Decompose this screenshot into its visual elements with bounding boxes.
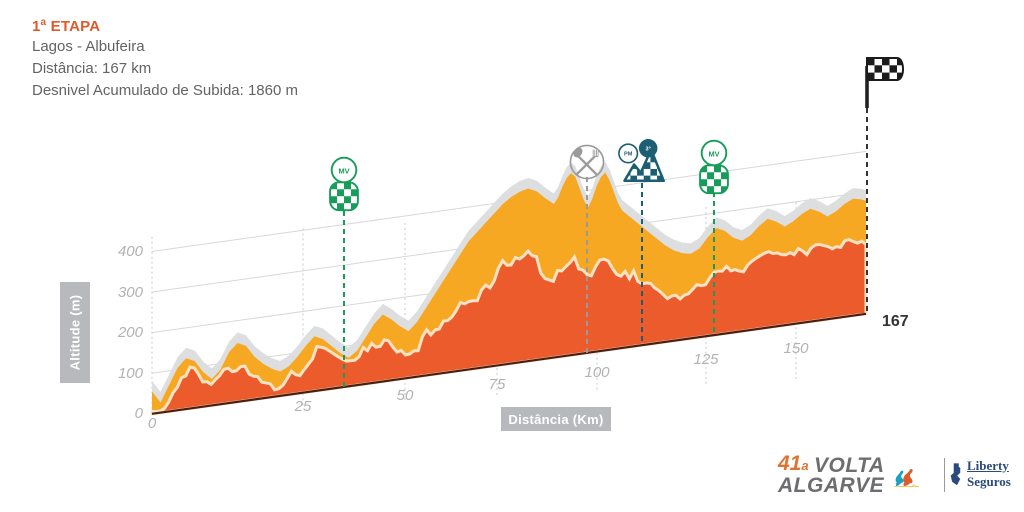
svg-text:100: 100	[584, 364, 610, 381]
svg-text:PM: PM	[624, 152, 633, 158]
svg-text:50: 50	[397, 387, 414, 404]
svg-text:200: 200	[117, 324, 144, 341]
svg-text:150: 150	[783, 340, 809, 357]
svg-text:100: 100	[118, 365, 144, 382]
svg-text:0: 0	[148, 415, 157, 432]
svg-text:0: 0	[135, 405, 144, 422]
svg-text:3°: 3°	[646, 146, 651, 152]
svg-text:MV: MV	[338, 166, 349, 175]
svg-text:MV: MV	[708, 149, 719, 158]
svg-text:400: 400	[118, 243, 144, 260]
svg-text:300: 300	[118, 284, 144, 301]
svg-text:167: 167	[882, 313, 909, 330]
svg-text:125: 125	[693, 351, 719, 368]
svg-text:25: 25	[294, 398, 312, 415]
svg-text:75: 75	[489, 376, 506, 393]
